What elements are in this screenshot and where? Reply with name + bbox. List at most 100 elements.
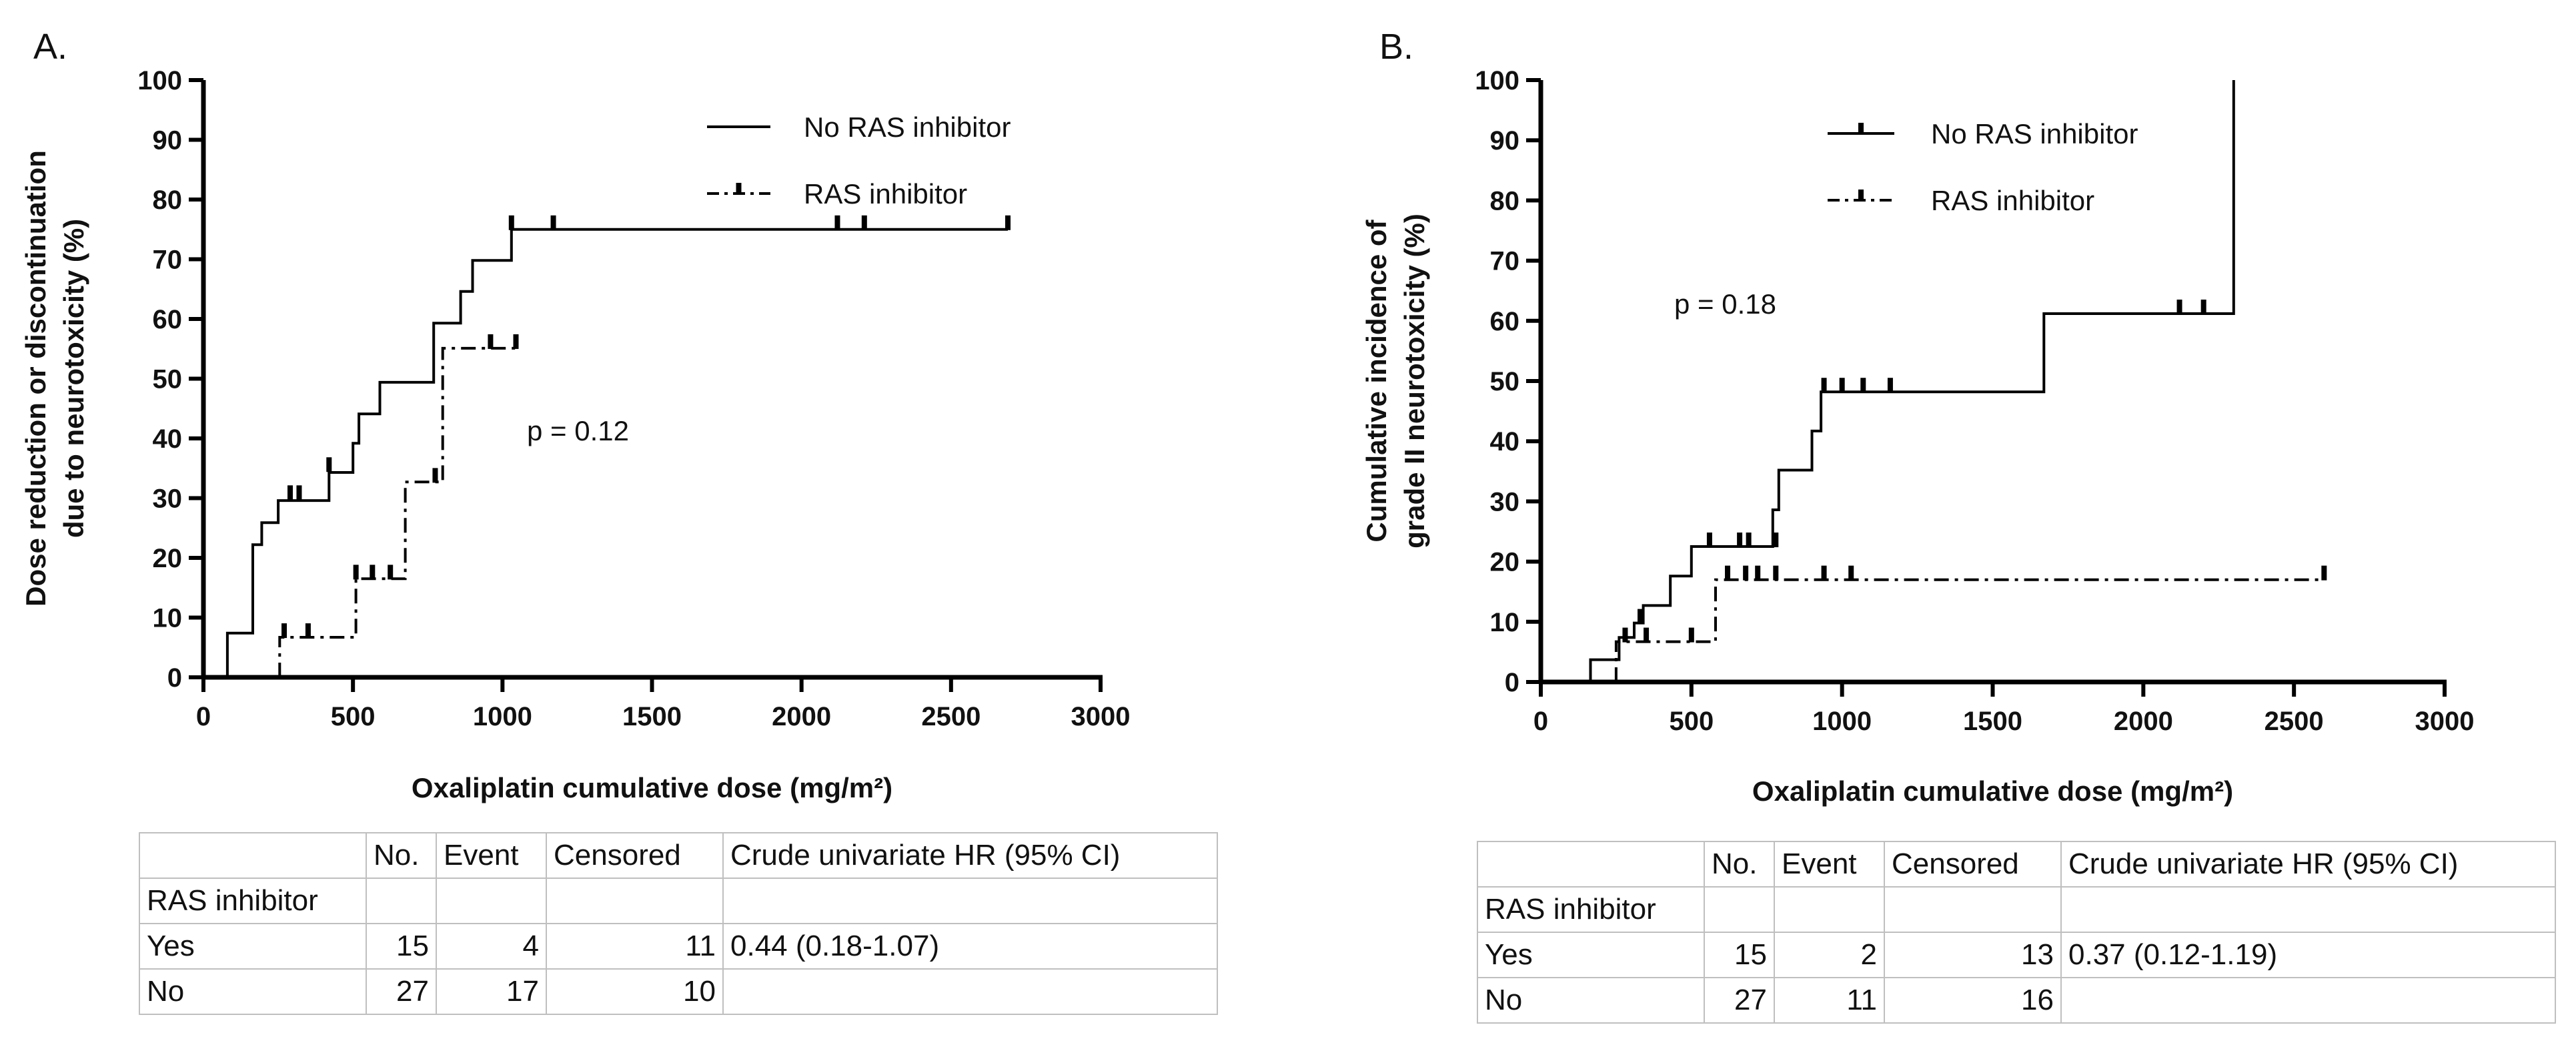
table-cell: 4 <box>436 923 547 970</box>
summary-table-a: No. Event Censored Crude univariate HR (… <box>139 832 1218 1015</box>
y-tick-label: 10 <box>153 604 183 633</box>
table-cell: RAS inhibitor <box>139 878 367 924</box>
table-cell: RAS inhibitor <box>1477 886 1705 933</box>
table-header-cell: Crude univariate HR (95% CI) <box>2060 841 2556 888</box>
legend-label-a-1: No RAS inhibitor <box>804 111 1011 143</box>
table-cell: 2 <box>1774 932 1885 978</box>
table-cell: 11 <box>546 923 724 970</box>
y-tick-label: 80 <box>153 186 183 215</box>
x-axis-title-a: Oxaliplatin cumulative dose (mg/m²) <box>412 772 892 803</box>
table-cell <box>722 968 1218 1015</box>
y-tick-label: 50 <box>153 365 183 394</box>
table-header-cell: Censored <box>546 832 724 879</box>
y-axis-title-line2-a: due to neurotoxicity (%) <box>58 219 89 538</box>
table-header-row: No. Event Censored Crude univariate HR (… <box>139 832 1218 879</box>
table-header-cell: No. <box>1704 841 1775 888</box>
x-tick-label: 3000 <box>2415 707 2475 736</box>
legend-label-a-2: RAS inhibitor <box>804 178 967 210</box>
x-tick-label: 1500 <box>622 702 682 731</box>
y-tick-label: 40 <box>153 424 183 454</box>
table-cell: 13 <box>1884 932 2062 978</box>
table-header-cell: Crude univariate HR (95% CI) <box>722 832 1218 879</box>
table-row: RAS inhibitor <box>139 878 1218 924</box>
table-cell: 27 <box>1704 977 1775 1024</box>
x-tick-label: 2500 <box>2265 707 2324 736</box>
table-header-cell <box>1477 841 1705 888</box>
table-cell: No <box>1477 977 1705 1024</box>
series-no-ras-inhibitor-line-b <box>1589 80 2235 682</box>
table-cell <box>722 878 1218 924</box>
table-cell <box>1774 886 1885 933</box>
table-cell <box>1884 886 2062 933</box>
series-no-ras-inhibitor-line-a <box>225 228 1008 677</box>
table-cell: 11 <box>1774 977 1885 1024</box>
table-header-cell: Censored <box>1884 841 2062 888</box>
table-cell: No <box>139 968 367 1015</box>
y-tick-label: 80 <box>1490 186 1520 216</box>
table-header-row: No. Event Censored Crude univariate HR (… <box>1477 841 2556 888</box>
table-cell: 17 <box>436 968 547 1015</box>
y-tick-label: 70 <box>1490 247 1520 276</box>
table-header-cell: Event <box>1774 841 1885 888</box>
table-cell: 0.44 (0.18-1.07) <box>722 923 1218 970</box>
table-cell <box>436 878 547 924</box>
y-tick-label: 0 <box>167 663 182 693</box>
table-row: Yes 15 4 11 0.44 (0.18-1.07) <box>139 923 1218 970</box>
table-cell <box>546 878 724 924</box>
y-axis-title-line1-a: Dose reduction or discontinuation <box>20 150 51 607</box>
table-cell: 27 <box>366 968 437 1015</box>
y-tick-label: 100 <box>1475 66 1519 95</box>
y-tick-label: 10 <box>1490 608 1520 637</box>
panel-label-a: A. <box>33 27 67 67</box>
x-tick-label: 2500 <box>921 702 981 731</box>
series-ras-inhibitor-line-b <box>1614 578 2325 682</box>
table-row: No 27 11 16 <box>1477 977 2556 1024</box>
y-tick-label: 30 <box>153 484 183 514</box>
x-tick-label: 0 <box>1533 707 1548 736</box>
y-tick-label: 50 <box>1490 367 1520 396</box>
x-tick-label: 3000 <box>1071 702 1131 731</box>
y-tick-label: 60 <box>153 305 183 334</box>
table-cell: 15 <box>366 923 437 970</box>
y-axis-title-line2-b: grade II neurotoxicity (%) <box>1399 214 1430 549</box>
table-cell: 15 <box>1704 932 1775 978</box>
x-tick-label: 2000 <box>2114 707 2173 736</box>
table-cell: 0.37 (0.12-1.19) <box>2060 932 2556 978</box>
table-row: RAS inhibitor <box>1477 886 2556 933</box>
x-tick-label: 1000 <box>473 702 532 731</box>
y-tick-label: 90 <box>1490 126 1520 155</box>
table-header-cell <box>139 832 367 879</box>
x-tick-label: 0 <box>196 702 211 731</box>
legend-label-b-1: No RAS inhibitor <box>1931 118 2138 149</box>
table-cell <box>1704 886 1775 933</box>
x-tick-label: 500 <box>331 702 376 731</box>
x-tick-label: 1000 <box>1812 707 1872 736</box>
table-cell <box>2060 977 2556 1024</box>
table-row: No 27 17 10 <box>139 968 1218 1015</box>
table-cell: 10 <box>546 968 724 1015</box>
table-cell <box>366 878 437 924</box>
y-tick-label: 100 <box>137 66 182 95</box>
y-tick-label: 40 <box>1490 427 1520 456</box>
x-tick-label: 500 <box>1669 707 1714 736</box>
y-tick-label: 70 <box>153 246 183 275</box>
x-tick-label: 2000 <box>772 702 831 731</box>
y-tick-label: 0 <box>1505 668 1519 697</box>
series-ras-inhibitor-line-a <box>278 346 518 677</box>
y-tick-label: 90 <box>153 126 183 155</box>
table-header-cell: No. <box>366 832 437 879</box>
y-tick-label: 20 <box>1490 548 1520 577</box>
p-value-annotation-a: p = 0.12 <box>527 415 629 446</box>
table-cell: 16 <box>1884 977 2062 1024</box>
table-cell: Yes <box>1477 932 1705 978</box>
x-tick-label: 1500 <box>1963 707 2022 736</box>
legend-label-b-2: RAS inhibitor <box>1931 185 2094 216</box>
y-tick-label: 60 <box>1490 307 1520 336</box>
y-tick-label: 30 <box>1490 487 1520 516</box>
x-axis-title-b: Oxaliplatin cumulative dose (mg/m²) <box>1752 775 2233 807</box>
p-value-annotation-b: p = 0.18 <box>1674 288 1776 320</box>
y-axis-title-line1-b: Cumulative incidence of <box>1361 219 1392 542</box>
panel-label-b: B. <box>1379 27 1413 67</box>
table-header-cell: Event <box>436 832 547 879</box>
